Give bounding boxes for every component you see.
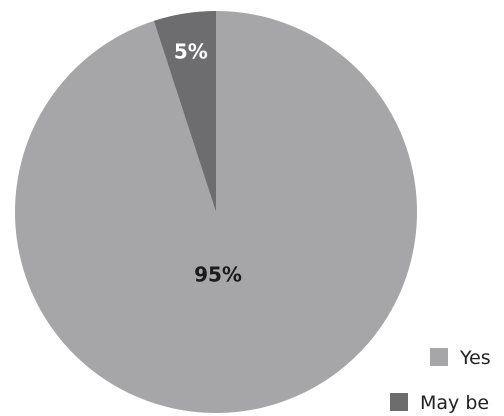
legend-label-may-be: May be bbox=[420, 392, 489, 414]
legend-swatch-yes bbox=[430, 348, 448, 366]
legend-item-may-be: May be bbox=[390, 392, 489, 414]
legend-label-yes: Yes bbox=[459, 347, 491, 369]
legend-swatch-may-be bbox=[390, 393, 408, 411]
pie-slices bbox=[15, 11, 417, 413]
legend: Yes May be bbox=[390, 347, 491, 414]
pie-slice-labels: 95% 5% bbox=[174, 40, 242, 287]
slice-label-may-be: 5% bbox=[174, 40, 208, 64]
slice-label-yes: 95% bbox=[194, 263, 242, 287]
legend-item-yes: Yes bbox=[430, 347, 491, 369]
pie-slice-may-be bbox=[153, 11, 216, 212]
